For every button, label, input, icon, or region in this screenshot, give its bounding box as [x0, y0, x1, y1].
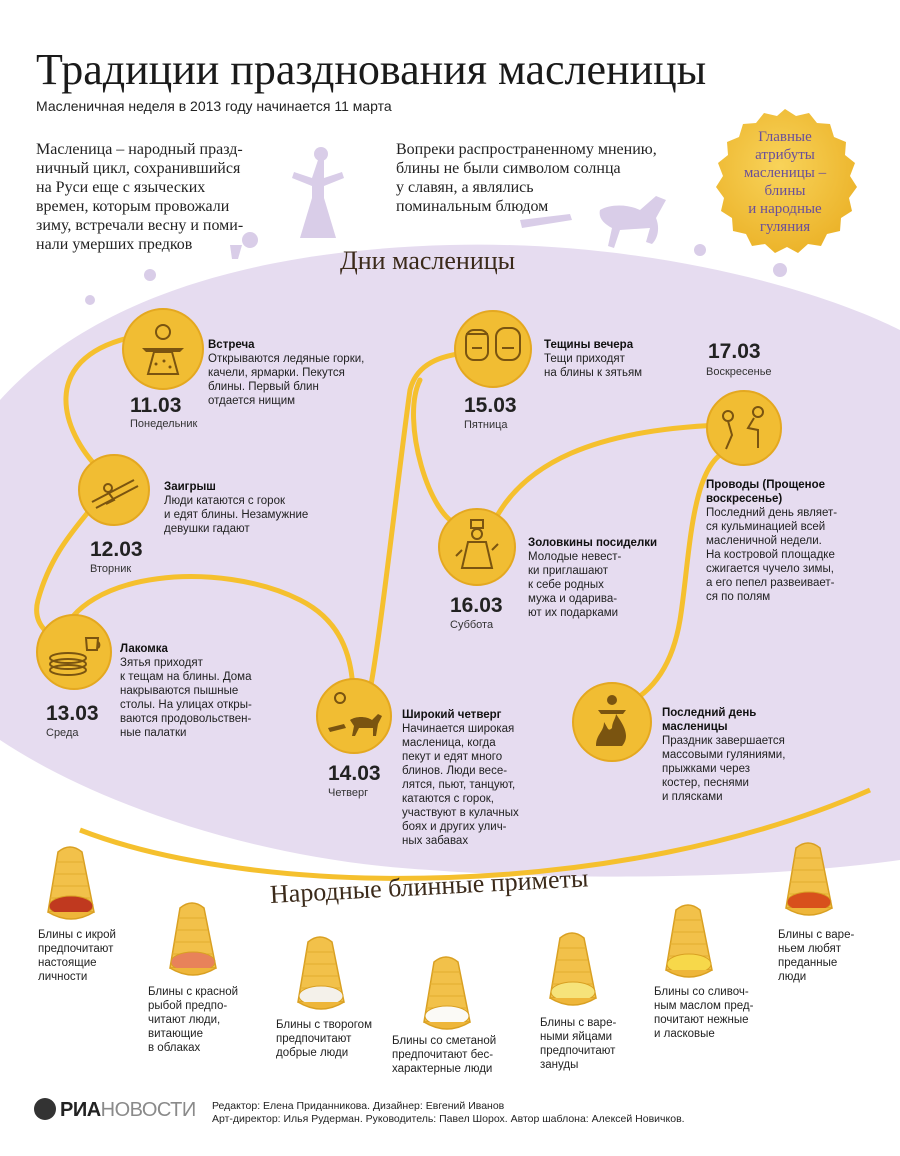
pancake-roll: [785, 842, 833, 916]
days-section-title: Дни масленицы: [340, 246, 516, 275]
scarecrow-silhouette: [292, 160, 344, 238]
day-weekday: Суббота: [450, 619, 494, 631]
pancake-stack-icon: [49, 637, 101, 676]
logo-light: НОВОСТИ: [100, 1099, 197, 1121]
day-title: Тещины вечера: [544, 339, 634, 351]
day-medallion-5: [454, 310, 532, 388]
two-faces-icon: [465, 327, 521, 361]
omens-curve: [79, 787, 872, 881]
pancake-roll: [423, 956, 471, 1030]
pancake-roll: [549, 932, 597, 1006]
day-5: Тещины вечера Тещи приходят на блины к з…: [544, 338, 642, 380]
day-description: Люди катаются с горок и едят блины. Неза…: [164, 495, 309, 535]
day-description: Начинается широкая масленица, когда пеку…: [402, 723, 519, 847]
omen-text: Блины с варе- ными яйцами предпочитают з…: [540, 1017, 617, 1071]
day-1: Встреча Открываются ледяные горки, качел…: [208, 338, 364, 408]
day-title: Заигрыш: [164, 481, 216, 493]
day-6: Золовкины посиделки Молодые невест- ки п…: [528, 536, 657, 620]
day-weekday: Воскресенье: [706, 366, 772, 378]
pancake-roll: [169, 902, 217, 976]
day-title: Встреча: [208, 339, 255, 351]
day-7: Проводы (Прощеное воскресенье) Последний…: [706, 478, 837, 604]
day-3: Лакомка Зятья приходят к тещам на блины.…: [120, 642, 252, 740]
bowing-people-icon: [722, 406, 764, 450]
day-title: Золовкины посиделки: [528, 537, 658, 549]
day-medallion-7: [706, 390, 782, 466]
day-weekday: Понедельник: [130, 418, 198, 430]
omen-text: Блины со сливоч- ным маслом пред- почита…: [654, 986, 754, 1040]
day-medallion-2: [78, 454, 150, 526]
omen-text: Блины с варе- ньем любят преданные люди: [778, 929, 855, 983]
omen-text: Блины с красной рыбой предпо- читают люд…: [148, 986, 239, 1054]
pancake-roll: [297, 936, 345, 1010]
page-title: Традиции празднования масленицы: [36, 45, 707, 94]
day-date: 11.03: [130, 394, 182, 417]
intro-right: Вопреки распространенному мнению, блины …: [396, 141, 657, 215]
pancake-roll: [47, 846, 95, 920]
day-weekday: Пятница: [464, 419, 508, 431]
horse-sleigh-icon: [328, 692, 382, 736]
sled-icon: [91, 479, 139, 509]
day-description: Праздник завершается массовыми гуляниями…: [662, 735, 786, 803]
omen-text: Блины со сметаной предпочитают бес- хара…: [392, 1035, 497, 1075]
omen-text: Блины с творогом предпочитают добрые люд…: [276, 1019, 372, 1059]
day-date: 17.03: [708, 340, 761, 363]
credits: Редактор: Елена Приданникова. Дизайнер: …: [212, 1100, 685, 1125]
day-date: 16.03: [450, 594, 503, 617]
day-title: Последний день масленицы: [662, 707, 757, 733]
pancake-roll: [665, 904, 713, 978]
day-medallion-6: [438, 508, 516, 586]
day-medallion-3: [36, 614, 112, 690]
day-title: Проводы (Прощеное воскресенье): [706, 479, 826, 505]
day-medallion-4: [316, 678, 392, 754]
day-description: Зятья приходят к тещам на блины. Дома на…: [120, 657, 252, 739]
day-weekday: Среда: [46, 727, 79, 739]
rider-silhouette: [599, 196, 666, 248]
omen-text: Блины с икрой предпочитают настоящие лич…: [38, 929, 116, 983]
day-weekday: Вторник: [90, 563, 132, 575]
scarecrow-icon: [142, 324, 184, 375]
day-8: Последний день масленицы Праздник заверш…: [662, 706, 785, 804]
day-medallion-8: [572, 682, 652, 762]
day-title: Лакомка: [120, 643, 168, 655]
festival-silhouettes: [85, 147, 787, 305]
day-title: Широкий четверг: [402, 709, 502, 721]
page-subtitle: Масленичная неделя в 2013 году начинаетс…: [36, 98, 392, 114]
sleigh-silhouette: [520, 214, 572, 228]
badge-text: Главные атрибуты масленицы – блины и нар…: [743, 129, 827, 235]
day-weekday: Четверг: [328, 787, 369, 799]
day-description: Тещи приходят на блины к зятьям: [544, 353, 643, 379]
dancing-woman-icon: [455, 519, 499, 569]
day-date: 12.03: [90, 538, 143, 561]
day-date: 13.03: [46, 702, 99, 725]
day-description: Последний день являет- ся кульминацией в…: [706, 507, 838, 603]
bonfire-icon: [596, 695, 626, 746]
day-date: 14.03: [328, 762, 381, 785]
day-description: Открываются ледяные горки, качели, ярмар…: [208, 353, 365, 407]
day-4: Широкий четверг Начинается широкая масле…: [402, 708, 519, 848]
logo-bold: РИА: [60, 1099, 101, 1121]
day-2: Заигрыш Люди катаются с горок и едят бли…: [164, 480, 308, 536]
attributes-badge: [716, 109, 857, 253]
day-description: Молодые невест- ки приглашают к себе род…: [528, 551, 622, 619]
day-medallion-1: [122, 308, 204, 390]
ria-novosti-logo: РИАНОВОСТИ: [34, 1098, 196, 1122]
logo-globe-icon: [34, 1098, 56, 1120]
intro-left: Масленица – народный празд- ничный цикл,…: [36, 141, 244, 253]
day-date: 15.03: [464, 394, 517, 417]
